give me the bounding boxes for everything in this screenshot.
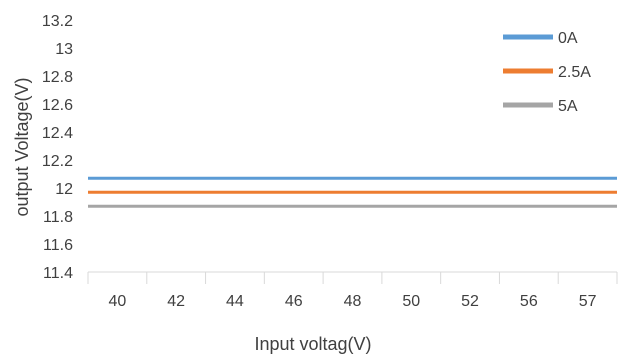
x-tick-label: 57 xyxy=(579,293,597,310)
y-tick-label: 11.8 xyxy=(43,209,73,226)
y-tick-label: 13 xyxy=(55,41,73,58)
x-tick-label: 44 xyxy=(226,293,244,310)
legend-item-2.5A[interactable]: 2.5A xyxy=(503,64,591,81)
y-axis: 11.4 11.6 11.8 12 12.2 12.4 12.6 12.8 13 13.2 xyxy=(42,13,73,282)
x-tick-label: 56 xyxy=(520,293,538,310)
x-tick-label: 42 xyxy=(167,293,185,310)
y-tick-label: 12.8 xyxy=(42,69,73,86)
legend-label: 2.5A xyxy=(558,64,591,81)
x-axis-title: Input voltag(V) xyxy=(254,334,371,354)
legend-label: 5A xyxy=(558,98,578,115)
y-tick-label: 12 xyxy=(55,181,73,198)
y-tick-label: 12.2 xyxy=(42,153,73,170)
legend[interactable]: 0A 2.5A 5A xyxy=(503,30,591,115)
y-axis-title: output Voltage(V) xyxy=(12,77,32,216)
x-tick-label: 40 xyxy=(108,293,126,310)
series-layer xyxy=(88,176,617,208)
y-tick-label: 12.6 xyxy=(42,97,73,114)
y-tick-label: 12.4 xyxy=(42,125,73,142)
legend-item-0A[interactable]: 0A xyxy=(503,30,578,47)
x-tick-label: 50 xyxy=(402,293,420,310)
y-tick-label: 11.4 xyxy=(43,265,73,282)
legend-label: 0A xyxy=(558,30,578,47)
y-tick-label: 11.6 xyxy=(43,237,73,254)
x-axis: 40 42 44 46 48 50 52 56 57 xyxy=(87,271,618,310)
x-tick-label: 52 xyxy=(461,293,479,310)
x-tick-label: 48 xyxy=(344,293,362,310)
y-tick-label: 13.2 xyxy=(42,13,73,30)
legend-item-5A[interactable]: 5A xyxy=(503,98,578,115)
x-tick-label: 46 xyxy=(285,293,303,310)
